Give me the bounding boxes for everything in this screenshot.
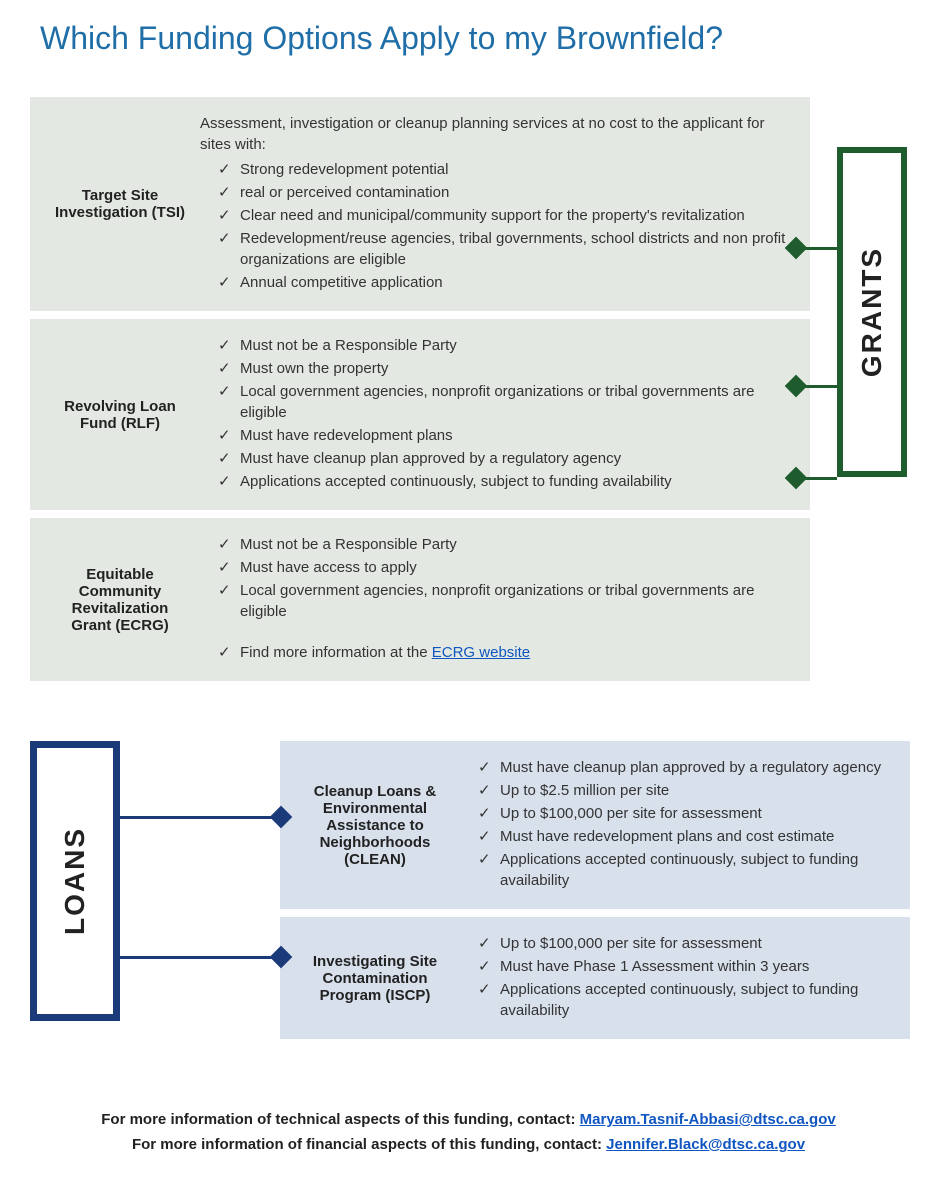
- card-content: Must not be a Responsible Party Must hav…: [200, 534, 790, 665]
- card-title: Investigating Site Contamination Program…: [290, 953, 460, 1004]
- connector-line: [120, 956, 280, 959]
- card-content: Up to $100,000 per site for assessment M…: [460, 933, 890, 1023]
- loans-section: LOANS Cleanup Loans & Environmental Assi…: [30, 741, 907, 1061]
- card-content: Must not be a Responsible Party Must own…: [200, 335, 790, 494]
- grants-section: Target Site Investigation (TSI) Assessme…: [30, 97, 907, 681]
- grant-card-ecrg: Equitable Community Revitalization Grant…: [30, 518, 810, 681]
- list-item: Must have Phase 1 Assessment within 3 ye…: [478, 956, 890, 977]
- card-content: Must have cleanup plan approved by a reg…: [460, 757, 890, 893]
- connector-line: [120, 816, 280, 819]
- list-item: Redevelopment/reuse agencies, tribal gov…: [218, 228, 790, 270]
- list-item: Must have cleanup plan approved by a reg…: [218, 448, 790, 469]
- grants-cards-container: Target Site Investigation (TSI) Assessme…: [30, 97, 810, 681]
- list-item: Applications accepted continuously, subj…: [478, 849, 890, 891]
- card-intro: Assessment, investigation or cleanup pla…: [200, 113, 790, 155]
- footer-prefix: For more information of financial aspect…: [132, 1136, 606, 1153]
- financial-contact-email[interactable]: Jennifer.Black@dtsc.ca.gov: [606, 1136, 805, 1153]
- card-title: Revolving Loan Fund (RLF): [40, 398, 200, 432]
- list-item: Up to $100,000 per site for assessment: [478, 933, 890, 954]
- footer-prefix: For more information of technical aspect…: [101, 1111, 579, 1128]
- list-item: Applications accepted continuously, subj…: [478, 979, 890, 1021]
- footer-prefix: Find more information at the: [240, 644, 432, 661]
- loans-label-box: LOANS: [30, 741, 120, 1021]
- list-item: Must have access to apply: [218, 557, 790, 578]
- footer-line-financial: For more information of financial aspect…: [30, 1136, 907, 1153]
- loans-label: LOANS: [59, 827, 91, 935]
- card-content: Assessment, investigation or cleanup pla…: [200, 113, 790, 295]
- list-item: Must have redevelopment plans: [218, 425, 790, 446]
- footer: For more information of technical aspect…: [30, 1111, 907, 1153]
- page-title: Which Funding Options Apply to my Brownf…: [40, 20, 907, 57]
- list-item: Must own the property: [218, 358, 790, 379]
- list-item: Up to $100,000 per site for assessment: [478, 803, 890, 824]
- card-title: Target Site Investigation (TSI): [40, 187, 200, 221]
- list-item: real or perceived contamination: [218, 182, 790, 203]
- check-list: Must not be a Responsible Party Must own…: [200, 335, 790, 492]
- grant-card-rlf: Revolving Loan Fund (RLF) Must not be a …: [30, 319, 810, 510]
- list-item: Clear need and municipal/community suppo…: [218, 205, 790, 226]
- list-item: Must not be a Responsible Party: [218, 534, 790, 555]
- footer-line-technical: For more information of technical aspect…: [30, 1111, 907, 1128]
- card-title: Cleanup Loans & Environmental Assistance…: [290, 783, 460, 868]
- loans-cards-container: Cleanup Loans & Environmental Assistance…: [280, 741, 910, 1039]
- loan-card-clean: Cleanup Loans & Environmental Assistance…: [280, 741, 910, 909]
- list-item: Local government agencies, nonprofit org…: [218, 381, 790, 423]
- check-list: Must have cleanup plan approved by a reg…: [460, 757, 890, 891]
- check-list: Must not be a Responsible Party Must hav…: [200, 534, 790, 622]
- list-item: Up to $2.5 million per site: [478, 780, 890, 801]
- spacer: [200, 624, 790, 642]
- list-item: Find more information at the ECRG websit…: [218, 642, 790, 663]
- list-item: Must have redevelopment plans and cost e…: [478, 826, 890, 847]
- grants-label-box: GRANTS: [837, 147, 907, 477]
- list-item: Local government agencies, nonprofit org…: [218, 580, 790, 622]
- card-title: Equitable Community Revitalization Grant…: [40, 566, 200, 634]
- list-item: Must have cleanup plan approved by a reg…: [478, 757, 890, 778]
- list-item: Annual competitive application: [218, 272, 790, 293]
- list-item: Applications accepted continuously, subj…: [218, 471, 790, 492]
- check-list: Up to $100,000 per site for assessment M…: [460, 933, 890, 1021]
- check-list: Find more information at the ECRG websit…: [200, 642, 790, 663]
- ecrg-website-link[interactable]: ECRG website: [432, 644, 530, 661]
- list-item: Strong redevelopment potential: [218, 159, 790, 180]
- loan-card-iscp: Investigating Site Contamination Program…: [280, 917, 910, 1039]
- check-list: Strong redevelopment potential real or p…: [200, 159, 790, 293]
- grant-card-tsi: Target Site Investigation (TSI) Assessme…: [30, 97, 810, 311]
- technical-contact-email[interactable]: Maryam.Tasnif-Abbasi@dtsc.ca.gov: [580, 1111, 836, 1128]
- list-item: Must not be a Responsible Party: [218, 335, 790, 356]
- grants-label: GRANTS: [856, 247, 888, 377]
